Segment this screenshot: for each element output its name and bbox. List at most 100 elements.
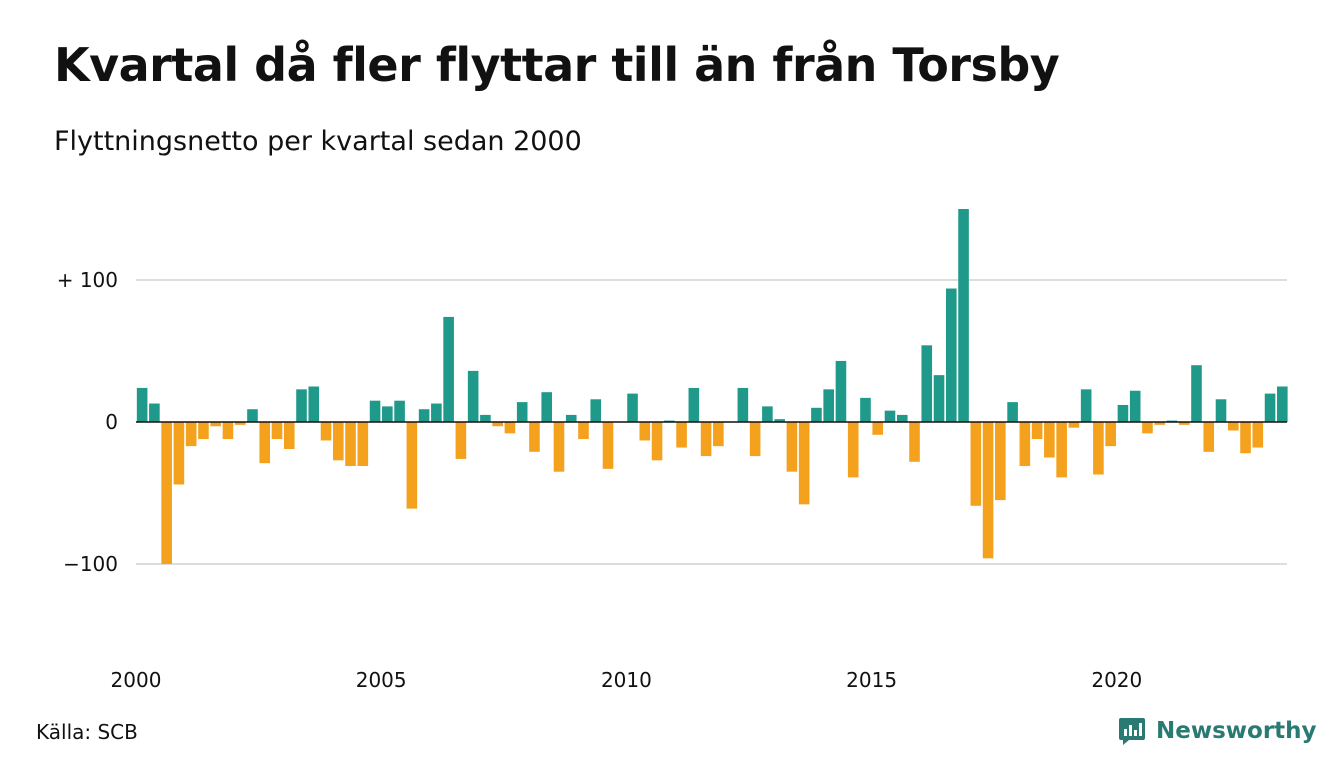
- bar: [259, 422, 271, 464]
- newsworthy-logo-icon: [1119, 718, 1145, 745]
- bar: [308, 386, 320, 422]
- bar: [1277, 386, 1288, 422]
- bar: [1178, 422, 1190, 425]
- bar: [970, 422, 982, 506]
- bar: [982, 422, 994, 559]
- bar: [700, 422, 712, 457]
- bar: [872, 422, 884, 435]
- bar: [995, 422, 1006, 501]
- bar: [161, 422, 172, 564]
- x-axis-ticks: 2000 2005 2010 2015 2020: [111, 668, 1143, 692]
- bar: [945, 288, 957, 422]
- bar: [737, 387, 749, 422]
- x-tick-label: 2010: [601, 668, 652, 692]
- y-tick-label: 0: [105, 410, 118, 434]
- bar: [676, 422, 687, 448]
- bar: [492, 422, 503, 427]
- bar: [234, 422, 246, 425]
- bar: [1056, 422, 1067, 478]
- bar: [1203, 422, 1215, 452]
- bar: [639, 422, 651, 441]
- brand-logo[interactable]: Newsworthy: [1118, 714, 1317, 748]
- brand-name: Newsworthy: [1156, 718, 1317, 744]
- bar: [1215, 399, 1227, 422]
- x-tick-label: 2005: [356, 668, 407, 692]
- bar: [382, 406, 393, 422]
- bar: [1044, 422, 1055, 458]
- bar: [713, 422, 724, 447]
- bar: [516, 402, 528, 422]
- bar: [1142, 422, 1153, 434]
- source-label: Källa: SCB: [36, 720, 138, 744]
- bar: [835, 360, 847, 422]
- bar: [1252, 422, 1264, 448]
- bar: [762, 406, 773, 422]
- bar: [541, 392, 553, 422]
- bar-layer: [136, 209, 1288, 564]
- bar: [1007, 402, 1018, 422]
- bar: [651, 422, 663, 461]
- bar: [504, 422, 516, 434]
- bar: [909, 422, 920, 462]
- bar: [688, 387, 700, 422]
- x-tick-label: 2000: [111, 668, 162, 692]
- bar: [627, 393, 638, 422]
- bar: [332, 422, 344, 461]
- bar: [247, 409, 258, 422]
- y-axis-ticks: + 100 0 −100: [57, 268, 118, 576]
- bar: [860, 397, 871, 422]
- bar: [1117, 404, 1129, 422]
- bar: [467, 370, 479, 422]
- bar: [198, 422, 209, 440]
- bar: [210, 422, 221, 427]
- x-tick-label: 2020: [1091, 668, 1142, 692]
- bar: [357, 422, 369, 467]
- bar: [847, 422, 859, 478]
- bar: [884, 410, 896, 422]
- bar: [418, 409, 430, 422]
- bar: [1068, 422, 1080, 428]
- bar: [933, 375, 945, 422]
- bar: [1264, 393, 1276, 422]
- bar: [320, 422, 332, 441]
- bar: [296, 389, 307, 422]
- bar: [774, 419, 785, 422]
- chart-title: Kvartal då fler flyttar till än från Tor…: [54, 38, 1060, 92]
- bar: [369, 400, 381, 422]
- bar: [896, 414, 908, 422]
- bar: [1080, 389, 1092, 422]
- bar: [136, 387, 148, 422]
- bar: [222, 422, 234, 440]
- bar: [480, 414, 491, 422]
- bar: [283, 422, 295, 449]
- bar: [455, 422, 467, 459]
- bar: [529, 422, 540, 452]
- bar: [406, 422, 418, 509]
- bar: [1129, 390, 1141, 422]
- chart-subtitle: Flyttningsnetto per kvartal sedan 2000: [54, 126, 582, 157]
- bar: [1105, 422, 1116, 447]
- bar: [1227, 422, 1239, 431]
- bar-chart: + 100 0 −100 2000 2005 2010 2015 2020: [57, 209, 1288, 692]
- bar: [185, 422, 197, 447]
- bar: [431, 403, 442, 422]
- bar: [578, 422, 589, 440]
- bar: [1031, 422, 1043, 440]
- bar: [443, 316, 454, 422]
- bar: [590, 399, 602, 422]
- bar: [749, 422, 761, 457]
- bar: [345, 422, 356, 467]
- bar: [271, 422, 283, 440]
- bar: [602, 422, 614, 469]
- bar: [798, 422, 810, 505]
- bar: [394, 400, 405, 422]
- bar: [811, 407, 822, 422]
- bar: [149, 403, 160, 422]
- bar: [823, 389, 834, 422]
- y-tick-label: + 100: [57, 268, 118, 292]
- bar: [921, 345, 933, 422]
- bar: [958, 209, 969, 422]
- bar: [565, 414, 577, 422]
- bar: [1240, 422, 1251, 454]
- x-tick-label: 2015: [846, 668, 897, 692]
